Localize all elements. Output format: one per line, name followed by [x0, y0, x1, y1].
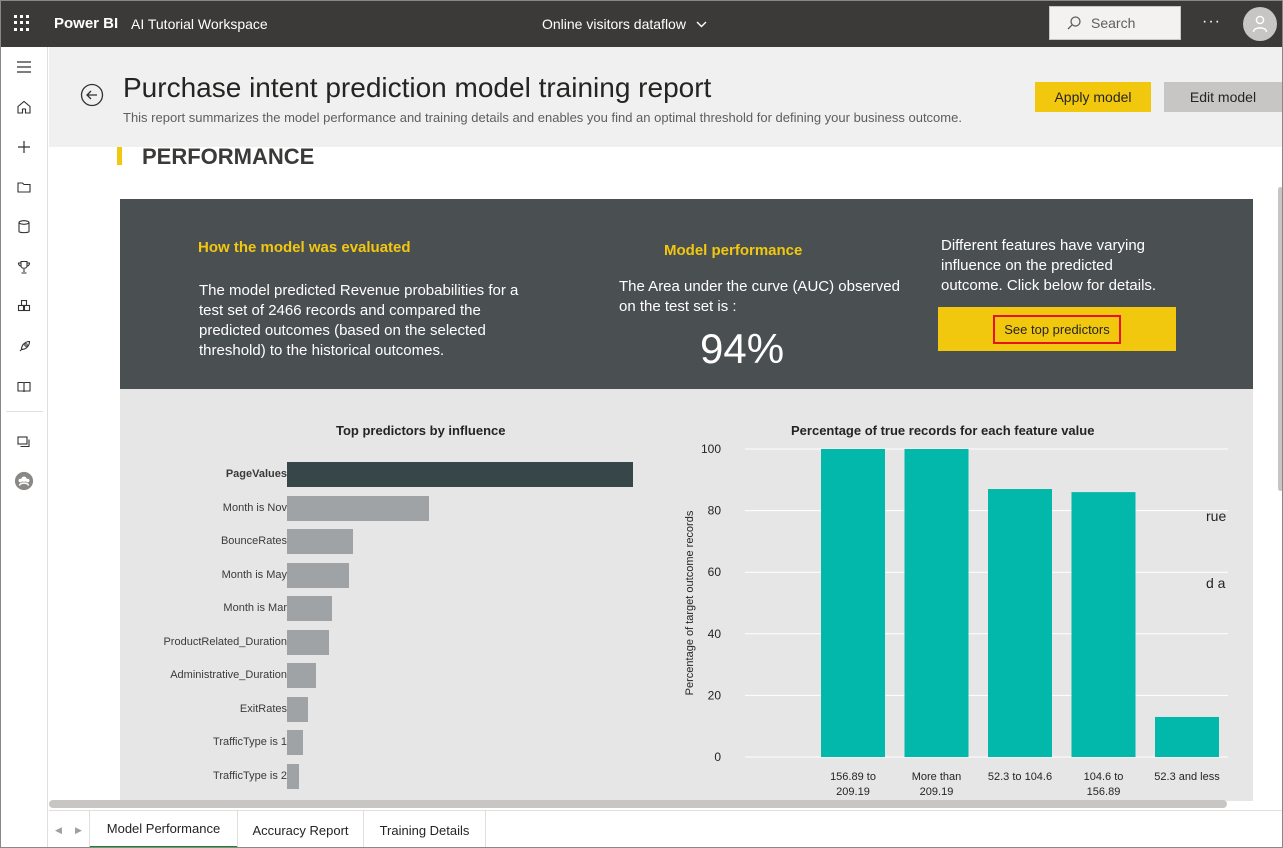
- predictors-chart-title: Top predictors by influence: [336, 423, 506, 438]
- dataflow-dropdown[interactable]: Online visitors dataflow: [542, 16, 707, 32]
- section-accent-bar: [117, 147, 122, 165]
- side-text-line-1: rue: [1206, 508, 1227, 524]
- tab-next-icon[interactable]: ▶: [75, 825, 82, 835]
- hamburger-menu-icon[interactable]: [14, 57, 34, 77]
- create-icon[interactable]: [14, 137, 34, 157]
- y-tick-label: 40: [708, 627, 722, 641]
- feature-value-bar[interactable]: [988, 489, 1052, 757]
- feature-values-chart-title: Percentage of true records for each feat…: [791, 423, 1095, 438]
- nav-divider: [6, 411, 43, 412]
- x-tick-label: 52.3 to 104.6: [988, 771, 1052, 783]
- predictor-label: Administrative_Duration: [170, 669, 287, 681]
- predictor-label: BounceRates: [220, 535, 287, 547]
- user-icon: [1252, 15, 1268, 33]
- brand-name[interactable]: Power BI: [54, 15, 119, 32]
- goals-trophy-icon[interactable]: [14, 257, 34, 277]
- x-tick-label: 52.3 and less: [1154, 771, 1220, 783]
- workspaces-book-icon[interactable]: [14, 377, 34, 397]
- tab-prev-icon[interactable]: ◀: [55, 825, 62, 835]
- side-text-line-2: d a: [1206, 575, 1226, 591]
- tab-model-performance[interactable]: Model Performance: [89, 811, 238, 847]
- feature-values-column-chart: 0 20 40 60 80 100 Percentage of target outcome…: [684, 442, 1228, 798]
- feature-value-bar[interactable]: [904, 449, 969, 757]
- predictor-label: ExitRates: [239, 702, 287, 715]
- predictor-bar[interactable]: [287, 462, 633, 487]
- y-tick-label: 20: [708, 688, 722, 702]
- performance-heading: Model performance: [664, 242, 803, 259]
- predictor-bar[interactable]: [287, 730, 303, 755]
- datahub-cylinder-icon[interactable]: [14, 217, 34, 237]
- feature-value-bar[interactable]: [821, 449, 885, 757]
- page-title: Purchase intent prediction model trainin…: [123, 72, 712, 103]
- edit-model-button[interactable]: Edit model: [1164, 82, 1282, 112]
- back-arrow-icon[interactable]: [80, 83, 104, 107]
- page-tabs: ◀ ▶ Model Performance Accuracy Report Tr…: [49, 810, 1282, 847]
- vertical-scrollbar[interactable]: [1278, 187, 1282, 491]
- report-header: Purchase intent prediction model trainin…: [49, 47, 1282, 147]
- search-placeholder: Search: [1091, 15, 1136, 31]
- predictor-label: TrafficType is 1: [213, 736, 287, 748]
- x-tick-label: 156.89: [1087, 786, 1121, 798]
- evaluation-heading: How the model was evaluated: [198, 239, 411, 256]
- left-navigation: [1, 47, 48, 847]
- workspace-avatar-icon[interactable]: [14, 471, 34, 491]
- chevron-down-icon: [696, 21, 707, 27]
- apply-model-button[interactable]: Apply model: [1035, 82, 1151, 112]
- evaluation-text: The model predicted Revenue probabilitie…: [199, 282, 519, 359]
- x-tick-label: 156.89 to: [830, 771, 876, 783]
- performance-text: The Area under the curve (AUC) observed …: [619, 278, 900, 315]
- y-tick-label: 60: [708, 565, 722, 579]
- y-axis-label: Percentage of target outcome records: [684, 510, 696, 695]
- top-bar: Power BI AI Tutorial Workspace Online vi…: [1, 1, 1282, 47]
- horizontal-scrollbar[interactable]: [49, 800, 1227, 808]
- predictor-bar[interactable]: [287, 763, 299, 789]
- see-top-predictors-label: See top predictors: [993, 314, 1121, 344]
- browse-folder-icon[interactable]: [14, 177, 34, 197]
- predictor-label: Month is May: [221, 568, 287, 581]
- x-tick-label: 209.19: [920, 786, 954, 798]
- search-icon: [1067, 16, 1081, 30]
- x-tick-label: 104.6 to: [1084, 771, 1124, 783]
- predictor-label: PageValues: [225, 468, 287, 480]
- summary-panel: How the model was evaluated The model pr…: [120, 199, 1253, 389]
- apps-icon[interactable]: [14, 297, 34, 317]
- predictor-bar[interactable]: [287, 529, 353, 554]
- workspace-name[interactable]: AI Tutorial Workspace: [131, 16, 268, 32]
- home-icon[interactable]: [14, 97, 34, 117]
- y-tick-label: 80: [708, 504, 722, 518]
- deployment-monitor-icon[interactable]: [14, 432, 34, 452]
- predictor-bar[interactable]: [287, 629, 329, 655]
- predictor-bar[interactable]: [287, 596, 332, 621]
- avatar[interactable]: [1243, 7, 1277, 41]
- tab-accuracy-report[interactable]: Accuracy Report: [238, 811, 364, 847]
- app-launcher-icon[interactable]: [13, 14, 31, 32]
- y-tick-label: 100: [701, 442, 721, 456]
- learn-rocket-icon[interactable]: [14, 337, 34, 357]
- see-top-predictors-button[interactable]: See top predictors: [938, 307, 1176, 351]
- section-title: PERFORMANCE: [142, 147, 315, 169]
- charts-panel: Top predictors by influence PageValues Mo…: [120, 389, 1253, 801]
- feature-value-bar[interactable]: [1155, 716, 1219, 757]
- predictor-bar[interactable]: [287, 696, 308, 722]
- page-subtitle: This report summarizes the model perform…: [123, 110, 962, 125]
- x-tick-label: More than: [912, 771, 962, 783]
- tab-training-details[interactable]: Training Details: [364, 811, 486, 847]
- features-text: Different features have varying influenc…: [941, 237, 1157, 294]
- predictor-label: Month is Mar: [223, 602, 287, 614]
- predictor-label: ProductRelated_Duration: [163, 635, 287, 648]
- y-tick-label: 0: [714, 750, 721, 764]
- predictor-label: TrafficType is 2: [213, 769, 287, 782]
- search-box[interactable]: Search: [1049, 6, 1181, 40]
- feature-value-bar[interactable]: [1071, 492, 1136, 757]
- more-options-icon[interactable]: ···: [1202, 13, 1221, 30]
- predictor-label: Month is Nov: [222, 501, 287, 514]
- predictor-bar[interactable]: [287, 495, 429, 521]
- auc-value: 94%: [700, 325, 785, 372]
- x-tick-label: 209.19: [836, 786, 870, 798]
- dataflow-label: Online visitors dataflow: [542, 16, 686, 32]
- report-canvas: PERFORMANCE How the model was evaluated …: [49, 147, 1282, 801]
- predictor-bar[interactable]: [287, 663, 316, 688]
- predictor-bar[interactable]: [287, 562, 349, 588]
